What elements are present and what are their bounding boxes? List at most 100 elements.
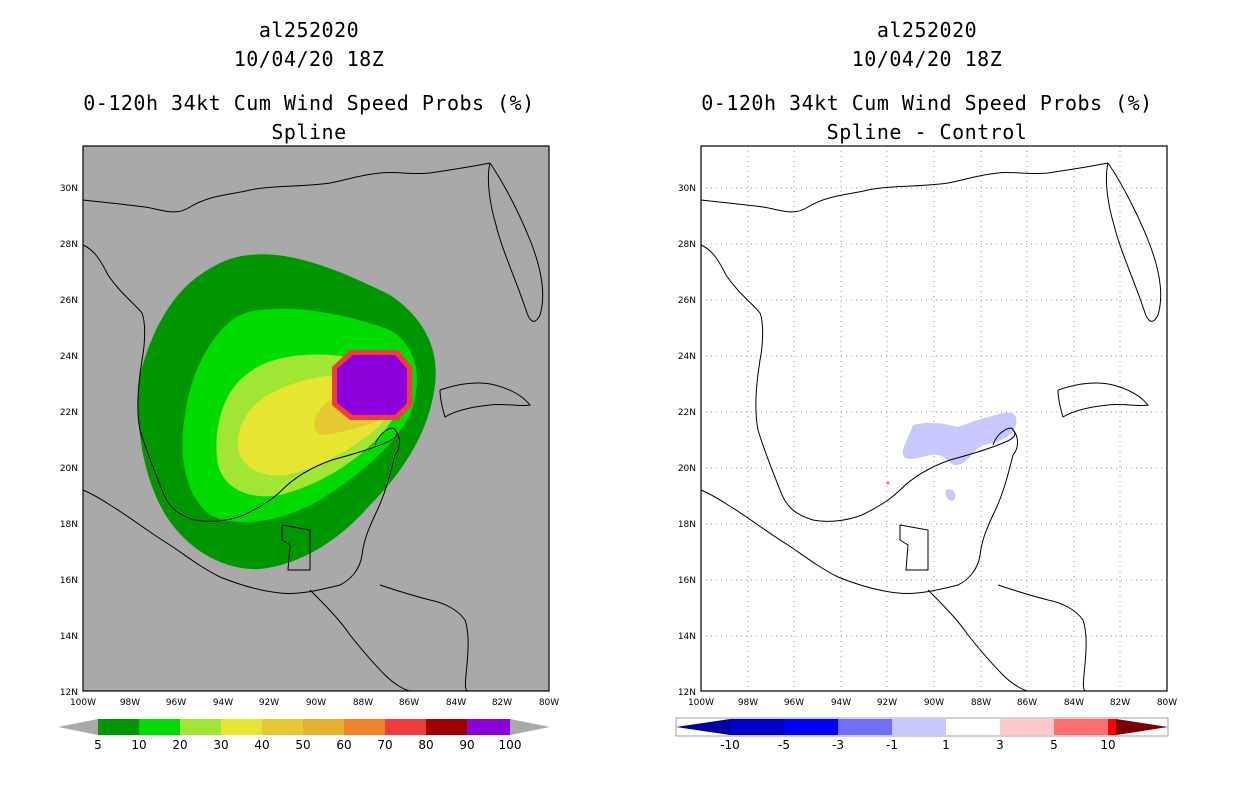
left-storm-id: al252020 bbox=[258, 18, 360, 42]
lon-label: 96W bbox=[784, 698, 804, 708]
colorbar-label: -5 bbox=[778, 738, 790, 752]
colorbar-min-arrow bbox=[58, 719, 98, 735]
colorbar-swatch bbox=[1108, 719, 1116, 735]
colorbar-swatch bbox=[467, 719, 510, 735]
lat-label: 30N bbox=[60, 184, 78, 194]
colorbar-swatch bbox=[1000, 719, 1054, 735]
colorbar-swatch bbox=[426, 719, 467, 735]
colorbar-label: 20 bbox=[172, 738, 187, 752]
right-lon-labels: 100W 98W 96W 94W 92W 90W 88W 86W 84W 82W… bbox=[688, 698, 1177, 708]
colorbar-swatch bbox=[892, 719, 946, 735]
colorbar-label: 5 bbox=[94, 738, 102, 752]
colorbar-label: 30 bbox=[213, 738, 228, 752]
lat-label: 14N bbox=[60, 632, 78, 642]
colorbar-swatch bbox=[838, 719, 892, 735]
lon-label: 90W bbox=[924, 698, 944, 708]
left-panel: al252020 10/04/20 18Z 0-120h 34kt Cum Wi… bbox=[58, 18, 559, 752]
lat-label: 30N bbox=[678, 184, 696, 194]
left-colorbar: 5 10 20 30 40 50 60 70 80 90 100 bbox=[58, 719, 550, 752]
left-title: 0-120h 34kt Cum Wind Speed Probs (%) bbox=[83, 91, 535, 115]
lon-label: 98W bbox=[738, 698, 758, 708]
lon-label: 92W bbox=[259, 698, 279, 708]
lat-label: 24N bbox=[60, 352, 78, 362]
lat-label: 12N bbox=[678, 688, 696, 698]
right-datetime: 10/04/20 18Z bbox=[851, 47, 1003, 71]
lat-label: 20N bbox=[678, 464, 696, 474]
lat-label: 24N bbox=[678, 352, 696, 362]
right-map-background bbox=[701, 146, 1167, 691]
right-coastlines bbox=[700, 162, 1162, 692]
lon-label: 90W bbox=[306, 698, 326, 708]
lon-label: 100W bbox=[688, 698, 714, 708]
lon-label: 88W bbox=[971, 698, 991, 708]
lat-label: 14N bbox=[678, 632, 696, 642]
lat-label: 26N bbox=[678, 296, 696, 306]
colorbar-label: 90 bbox=[459, 738, 474, 752]
lon-label: 88W bbox=[353, 698, 373, 708]
lon-label: 84W bbox=[1064, 698, 1084, 708]
lon-label: 86W bbox=[399, 698, 419, 708]
colorbar-swatch bbox=[139, 719, 180, 735]
colorbar-label: 70 bbox=[377, 738, 392, 752]
lon-label: 98W bbox=[120, 698, 140, 708]
colorbar-label: 10 bbox=[131, 738, 146, 752]
right-subtitle: Spline - Control bbox=[826, 120, 1028, 144]
lat-label: 22N bbox=[60, 408, 78, 418]
difference-contours bbox=[886, 412, 1017, 501]
colorbar-swatch bbox=[784, 719, 838, 735]
right-lat-labels: 30N 28N 26N 24N 22N 20N 18N 16N 14N 12N bbox=[678, 184, 696, 698]
lon-label: 82W bbox=[492, 698, 512, 708]
left-subtitle: Spline bbox=[271, 120, 347, 144]
right-map: 30N 28N 26N 24N 22N 20N 18N 16N 14N 12N … bbox=[675, 145, 1177, 752]
colorbar-label: 100 bbox=[499, 738, 522, 752]
colorbar-swatch bbox=[180, 719, 221, 735]
contour-100 bbox=[337, 355, 407, 415]
lon-label: 82W bbox=[1110, 698, 1130, 708]
lat-label: 22N bbox=[678, 408, 696, 418]
colorbar-label: -1 bbox=[886, 738, 898, 752]
lat-label: 20N bbox=[60, 464, 78, 474]
colorbar-label: -3 bbox=[832, 738, 844, 752]
right-storm-id: al252020 bbox=[876, 18, 978, 42]
left-lon-labels: 100W 98W 96W 94W 92W 90W 88W 86W 84W 82W… bbox=[70, 698, 559, 708]
contour-minus-1 bbox=[902, 412, 1017, 466]
colorbar-label: 80 bbox=[418, 738, 433, 752]
colorbar-label: 3 bbox=[996, 738, 1004, 752]
colorbar-swatch bbox=[730, 719, 784, 735]
lon-label: 94W bbox=[213, 698, 233, 708]
left-coastlines bbox=[82, 162, 544, 692]
probability-contours bbox=[138, 254, 436, 570]
lat-label: 16N bbox=[60, 576, 78, 586]
lon-label: 100W bbox=[70, 698, 96, 708]
left-datetime: 10/04/20 18Z bbox=[233, 47, 385, 71]
contour-minus-1-small bbox=[945, 489, 956, 501]
colorbar-label: 1 bbox=[942, 738, 950, 752]
lon-label: 80W bbox=[1157, 698, 1177, 708]
colorbar-min-arrow bbox=[676, 719, 730, 735]
lon-label: 92W bbox=[877, 698, 897, 708]
lat-label: 18N bbox=[60, 520, 78, 530]
lon-label: 86W bbox=[1017, 698, 1037, 708]
right-grid bbox=[701, 146, 1167, 691]
colorbar-label: 10 bbox=[1100, 738, 1115, 752]
lon-label: 80W bbox=[539, 698, 559, 708]
left-lat-labels: 30N 28N 26N 24N 22N 20N 18N 16N 14N 12N bbox=[60, 184, 78, 698]
lat-label: 12N bbox=[60, 688, 78, 698]
colorbar-swatch bbox=[1054, 719, 1108, 735]
colorbar-label: 5 bbox=[1050, 738, 1058, 752]
colorbar-label: 40 bbox=[254, 738, 269, 752]
lat-label: 26N bbox=[60, 296, 78, 306]
left-map: 30N 28N 26N 24N 22N 20N 18N 16N 14N 12N … bbox=[58, 145, 559, 752]
colorbar-swatch bbox=[221, 719, 262, 735]
colorbar-label: 60 bbox=[336, 738, 351, 752]
colorbar-max-arrow bbox=[510, 719, 550, 735]
lon-label: 94W bbox=[831, 698, 851, 708]
lat-label: 28N bbox=[60, 240, 78, 250]
right-colorbar: -10 -5 -3 -1 1 3 5 10 bbox=[675, 717, 1169, 752]
colorbar-swatch bbox=[98, 719, 139, 735]
colorbar-swatch bbox=[385, 719, 426, 735]
right-panel: al252020 10/04/20 18Z 0-120h 34kt Cum Wi… bbox=[618, 0, 1236, 800]
right-title: 0-120h 34kt Cum Wind Speed Probs (%) bbox=[701, 91, 1153, 115]
colorbar-label: -10 bbox=[720, 738, 740, 752]
colorbar-swatch bbox=[303, 719, 344, 735]
